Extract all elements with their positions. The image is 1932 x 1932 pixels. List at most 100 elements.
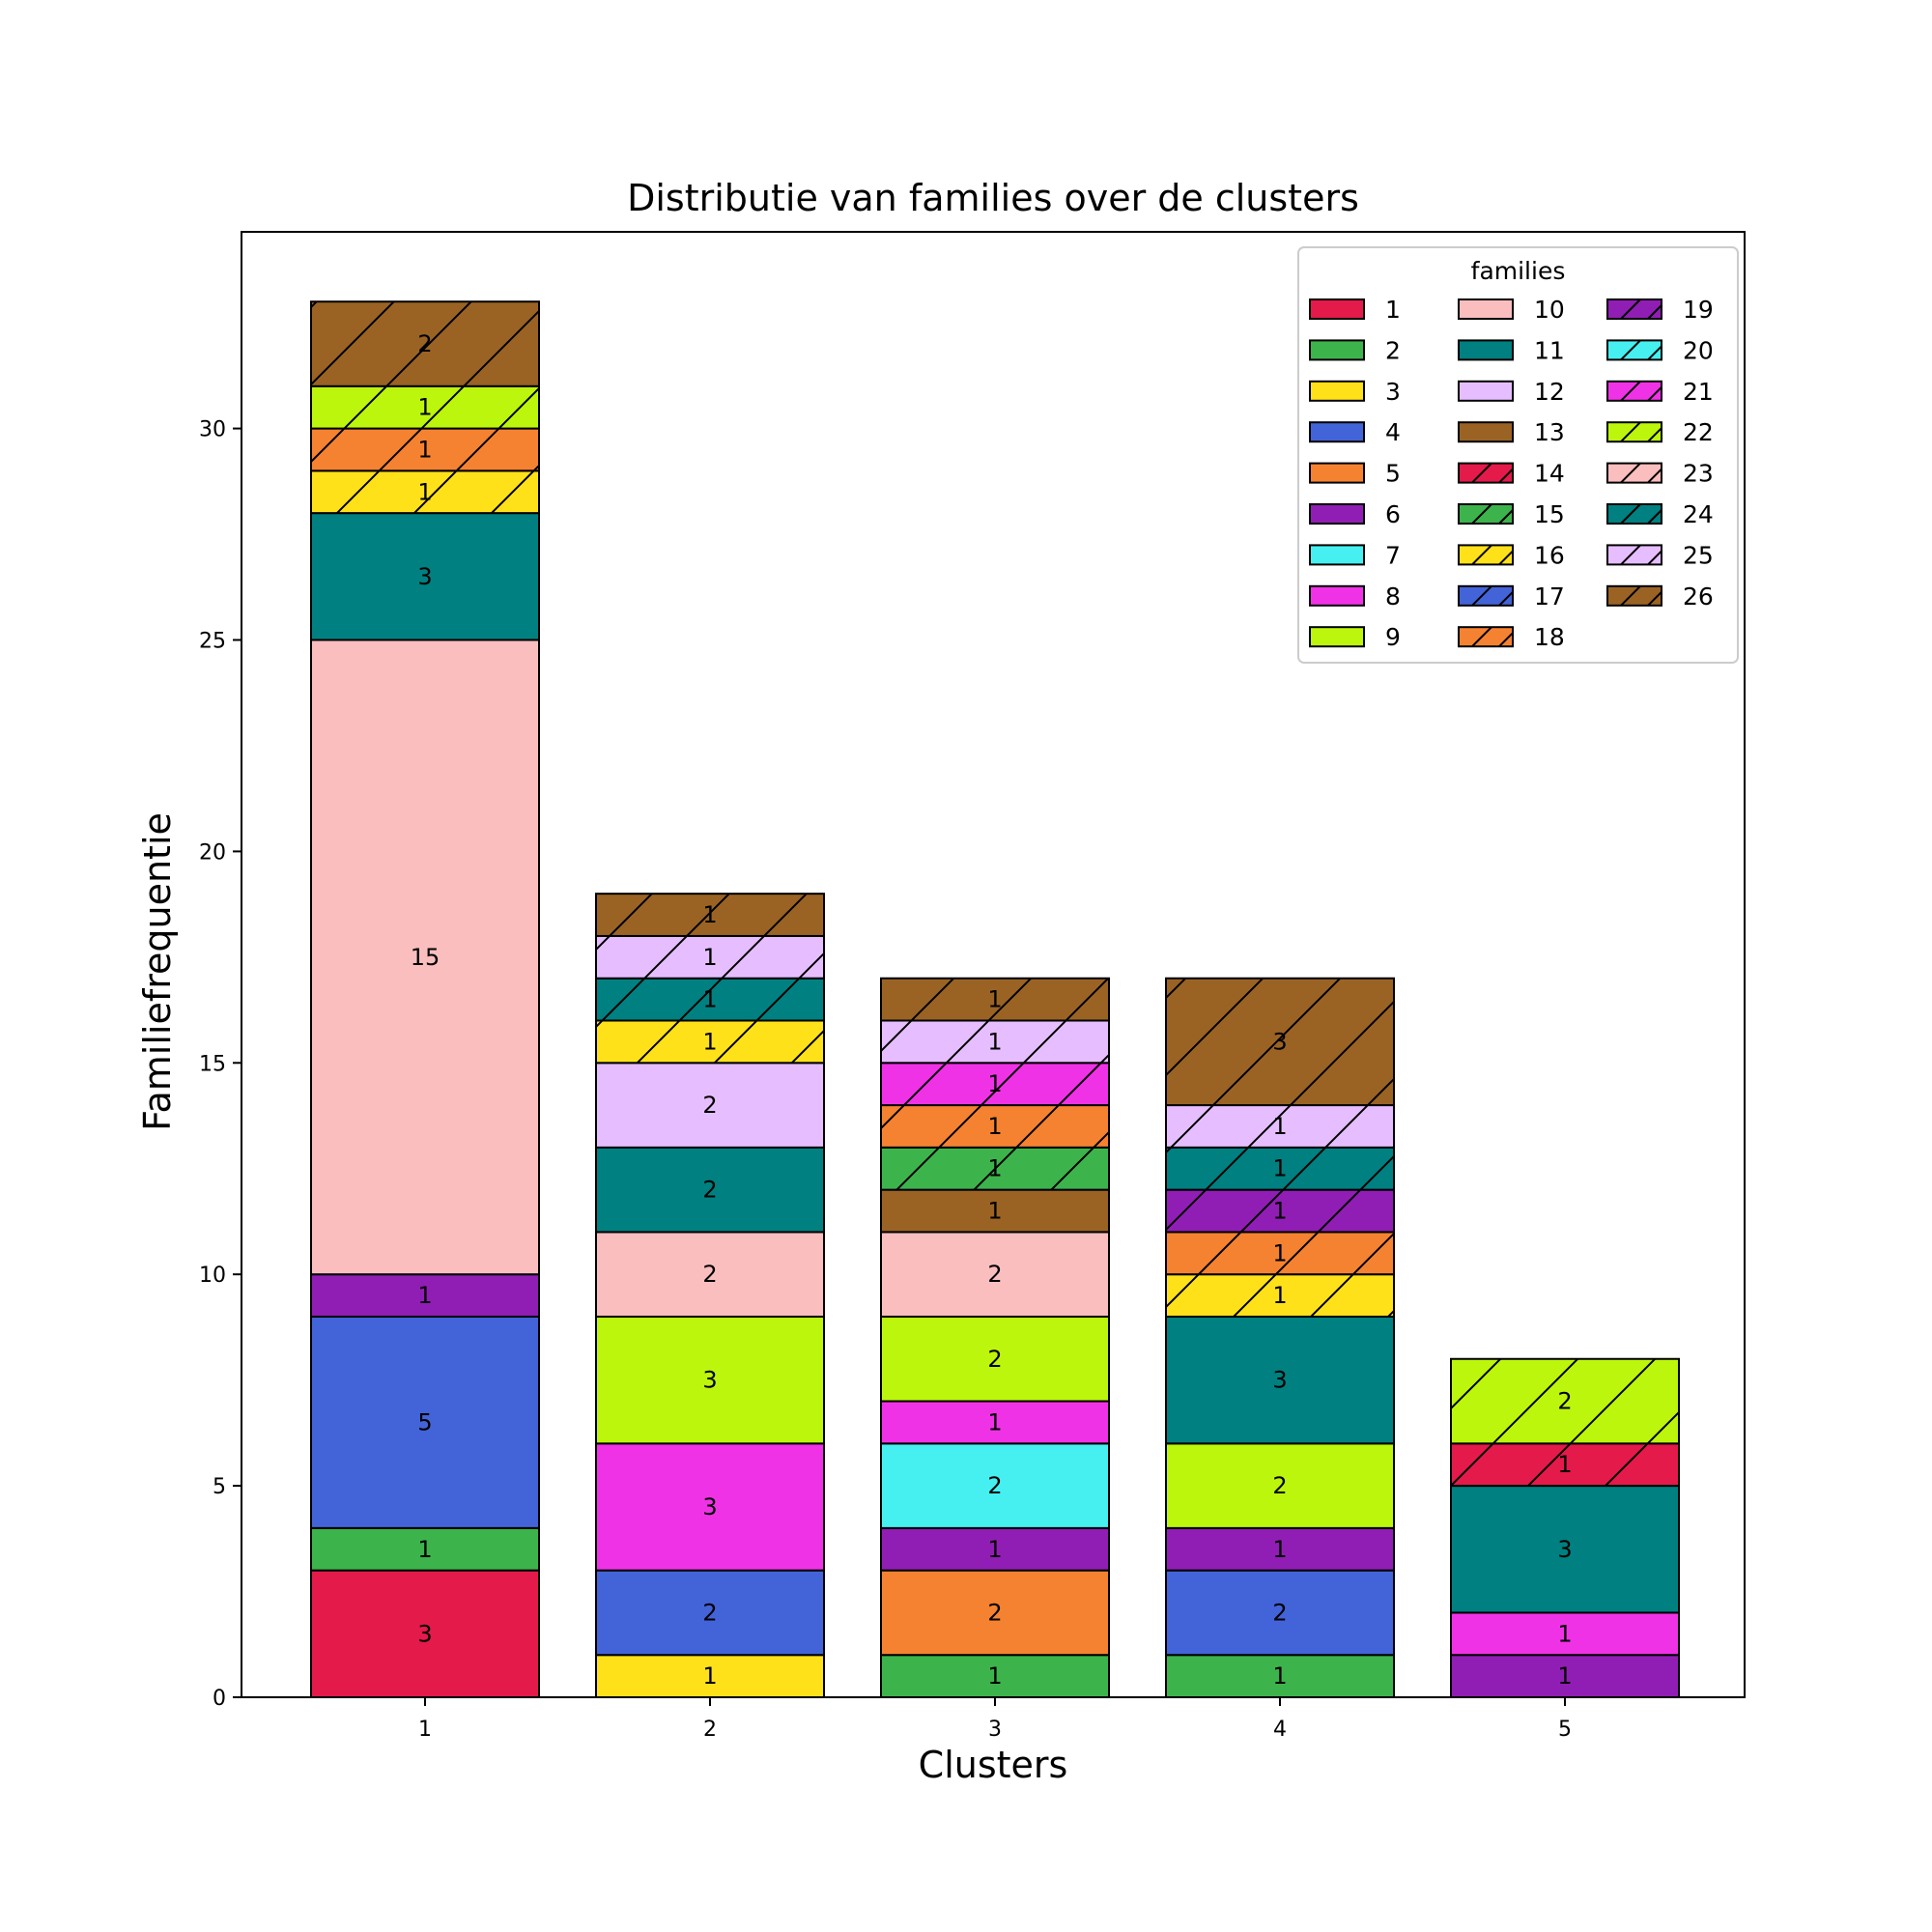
- legend-entry-label: 25: [1683, 541, 1714, 569]
- bar-value-label: 2: [987, 1346, 1002, 1373]
- legend-entry-label: 1: [1385, 296, 1401, 324]
- chart-title: Distributie van families over de cluster…: [627, 177, 1359, 219]
- bar-segment: [1450, 1485, 1680, 1614]
- legend-swatch-hatch: [1620, 462, 1641, 484]
- x-axis-label: Clusters: [919, 1744, 1068, 1786]
- bar-value-label: 3: [1272, 1028, 1287, 1055]
- bar-value-label: 1: [1272, 1155, 1287, 1182]
- legend-entry-label: 4: [1385, 418, 1401, 446]
- legend-entry-label: 19: [1683, 296, 1714, 324]
- y-tick-label: 25: [199, 629, 226, 653]
- bar-value-label: 1: [1272, 1662, 1287, 1690]
- legend-entry-label: 26: [1683, 582, 1714, 611]
- bar-segment-hatch: [596, 935, 824, 979]
- bar-segment: [595, 1569, 825, 1657]
- bar-segment: [310, 1273, 540, 1318]
- bar-value-label: 5: [417, 1408, 432, 1435]
- legend-swatch-hatch: [1647, 386, 1662, 402]
- legend-swatch: [1458, 298, 1514, 320]
- legend-swatch-hatch: [1620, 503, 1641, 525]
- legend-swatch-hatch: [1498, 550, 1514, 566]
- bar-value-label: 1: [1557, 1451, 1572, 1478]
- bar-segment: [310, 1569, 540, 1698]
- bar-segment-hatch: [1451, 1358, 1679, 1444]
- bar-segment: [880, 1526, 1110, 1572]
- bar-value-label: 1: [1272, 1536, 1287, 1563]
- legend-swatch-hatch: [1647, 345, 1662, 361]
- bar-value-label: 1: [702, 986, 717, 1013]
- bar-segment: [595, 1231, 825, 1318]
- legend: families12345678910111213141516171819202…: [1297, 246, 1739, 664]
- bar-segment-hatch: [1166, 1105, 1394, 1148]
- legend-entry-label: 6: [1385, 500, 1401, 528]
- legend-swatch: [1458, 584, 1514, 607]
- bar-segment: [1450, 1654, 1680, 1699]
- bar-segment-hatch: [1166, 1147, 1394, 1190]
- bar-value-label: 1: [702, 1028, 717, 1055]
- bar-value-label: 2: [417, 330, 432, 357]
- bar-segment-hatch: [881, 1105, 1109, 1148]
- bar-value-label: 2: [987, 1472, 1002, 1499]
- bar-value-label: 1: [987, 1070, 1002, 1097]
- bar-segment: [1450, 1611, 1680, 1657]
- legend-swatch: [1606, 421, 1662, 443]
- legend-entry-label: 15: [1534, 500, 1565, 528]
- bar-segment: [880, 1315, 1110, 1403]
- y-tick-label: 15: [199, 1052, 226, 1076]
- legend-swatch: [1309, 584, 1365, 607]
- bar-value-label: 1: [417, 1282, 432, 1309]
- bar-segment-hatch: [1166, 1232, 1394, 1275]
- bar-segment-hatch: [311, 428, 539, 471]
- bar-value-label: 3: [1557, 1536, 1572, 1563]
- bar-segment-hatch: [1166, 1274, 1394, 1317]
- legend-swatch-hatch: [1471, 544, 1492, 566]
- legend-swatch-hatch: [1498, 509, 1514, 525]
- bar-value-label: 3: [417, 563, 432, 590]
- legend-swatch-hatch: [1620, 585, 1641, 607]
- legend-entry-label: 11: [1534, 336, 1565, 364]
- axes-frame: [241, 231, 1746, 1698]
- legend-swatch: [1606, 503, 1662, 525]
- bar-segment: [880, 1400, 1110, 1445]
- legend-entry-label: 9: [1385, 623, 1401, 651]
- bar-value-label: 2: [702, 1092, 717, 1119]
- bar-segment: [595, 1315, 825, 1445]
- bar-value-label: 1: [987, 1028, 1002, 1055]
- bar-value-label: 1: [702, 901, 717, 928]
- legend-swatch: [1309, 626, 1365, 648]
- legend-swatch-hatch: [1498, 632, 1514, 647]
- bar-value-label: 1: [987, 1198, 1002, 1225]
- legend-swatch: [1309, 298, 1365, 320]
- x-tick-label: 1: [418, 1718, 432, 1742]
- legend-swatch-hatch: [1620, 421, 1641, 442]
- legend-entry-label: 2: [1385, 336, 1401, 364]
- bar-segment-hatch: [596, 1020, 824, 1064]
- legend-swatch-hatch: [1647, 509, 1662, 525]
- legend-swatch-hatch: [1647, 304, 1662, 320]
- legend-swatch: [1309, 380, 1365, 402]
- legend-swatch: [1309, 544, 1365, 566]
- bar-segment: [1165, 1315, 1395, 1445]
- legend-swatch: [1606, 462, 1662, 484]
- legend-swatch: [1606, 339, 1662, 361]
- bar-value-label: 1: [987, 986, 1002, 1013]
- bar-segment: [880, 1231, 1110, 1318]
- legend-entry-label: 7: [1385, 541, 1401, 569]
- legend-swatch-hatch: [1471, 626, 1492, 647]
- y-axis-label: Familiefrequentie: [136, 812, 179, 1131]
- bar-value-label: 2: [987, 1261, 1002, 1288]
- legend-swatch: [1458, 339, 1514, 361]
- bar-value-label: 1: [987, 1662, 1002, 1690]
- bar-segment-hatch: [1451, 1443, 1679, 1487]
- bar-segment-hatch: [596, 894, 824, 936]
- bar-segment-hatch: [311, 470, 539, 514]
- bar-segment: [880, 1569, 1110, 1657]
- legend-swatch: [1458, 421, 1514, 443]
- y-tick-label: 20: [199, 840, 226, 865]
- bar-segment: [1165, 1569, 1395, 1657]
- bar-segment: [1165, 1442, 1395, 1529]
- legend-entry-label: 8: [1385, 582, 1401, 611]
- legend-entry-label: 17: [1534, 582, 1565, 611]
- bar-segment-hatch: [881, 978, 1109, 1021]
- legend-entry-label: 18: [1534, 623, 1565, 651]
